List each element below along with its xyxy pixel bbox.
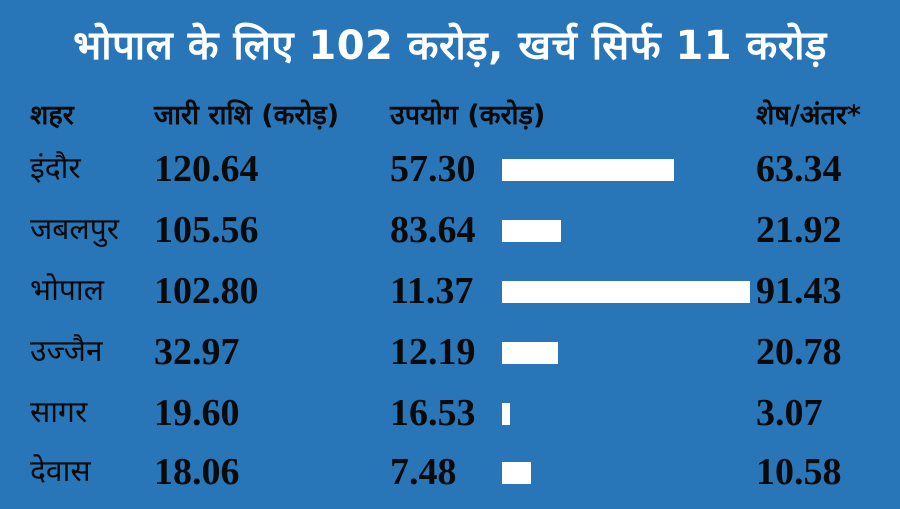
- header-city: शहर: [30, 100, 74, 131]
- city-name: भोपाल: [30, 273, 105, 308]
- used-amount: 11.37: [390, 270, 474, 312]
- remaining-bar: [502, 220, 561, 242]
- remaining-bar: [502, 403, 510, 425]
- remaining-bar: [502, 281, 750, 303]
- remaining-amount: 10.58: [756, 451, 842, 493]
- issued-amount: 19.60: [154, 392, 240, 434]
- remaining-amount: 21.92: [756, 209, 842, 251]
- city-name: इंदौर: [30, 151, 81, 186]
- header-remaining: शेष/अंतर*: [756, 100, 862, 131]
- city-name: देवास: [30, 454, 91, 489]
- infographic-title: भोपाल के लिए 102 करोड़, खर्च सिर्फ 11 कर…: [73, 22, 827, 69]
- remaining-amount: 91.43: [756, 270, 842, 312]
- used-amount: 12.19: [390, 331, 476, 373]
- remaining-bar: [502, 342, 558, 364]
- used-amount: 83.64: [390, 209, 476, 251]
- table-row: सागर 19.60 16.53 3.07: [8, 384, 892, 442]
- city-name: उज्जैन: [30, 334, 103, 369]
- city-name: सागर: [30, 395, 88, 430]
- issued-amount: 18.06: [154, 451, 240, 493]
- table-row: देवास 18.06 7.48 10.58: [8, 443, 892, 501]
- issued-amount: 120.64: [154, 148, 259, 190]
- header-issued: जारी राशि (करोड़): [154, 100, 340, 131]
- table-row: उज्जैन 32.97 12.19 20.78: [8, 323, 892, 381]
- used-amount: 16.53: [390, 392, 476, 434]
- used-amount: 7.48: [390, 451, 457, 493]
- table-row: जबलपुर 105.56 83.64 21.92: [8, 201, 892, 259]
- remaining-bar: [502, 159, 674, 181]
- remaining-bar: [502, 462, 531, 484]
- table-row: इंदौर 120.64 57.30 63.34: [8, 140, 892, 198]
- remaining-amount: 3.07: [756, 392, 823, 434]
- used-amount: 57.30: [390, 148, 476, 190]
- issued-amount: 32.97: [154, 331, 240, 373]
- remaining-amount: 63.34: [756, 148, 842, 190]
- remaining-amount: 20.78: [756, 331, 842, 373]
- header-used: उपयोग (करोड़): [390, 100, 546, 131]
- city-name: जबलपुर: [30, 212, 120, 247]
- issued-amount: 105.56: [154, 209, 259, 251]
- data-table: शहर जारी राशि (करोड़) उपयोग (करोड़) शेष/…: [8, 84, 892, 501]
- issued-amount: 102.80: [154, 270, 259, 312]
- table-row: भोपाल 102.80 11.37 91.43: [8, 262, 892, 320]
